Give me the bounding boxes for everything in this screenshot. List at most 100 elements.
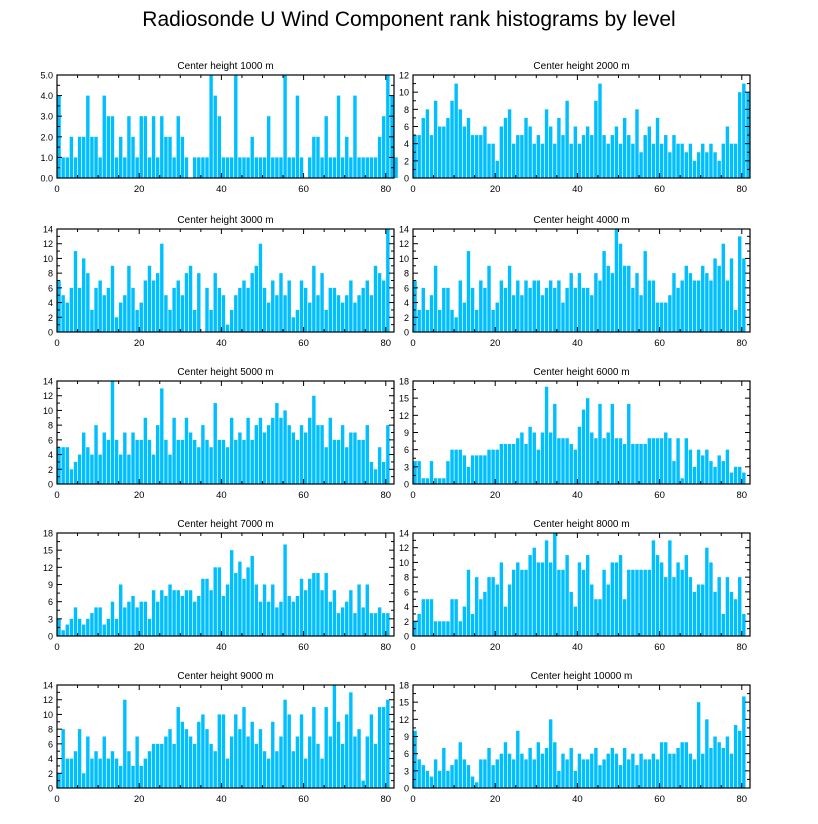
histogram-bar: [585, 126, 590, 178]
histogram-bar: [425, 478, 430, 484]
histogram-bar: [717, 577, 721, 636]
histogram-bar: [450, 309, 454, 332]
x-tick-label: 60: [654, 794, 665, 805]
histogram-bar: [197, 157, 201, 178]
x-tick-label: 20: [134, 642, 145, 653]
histogram-bar: [651, 540, 656, 636]
histogram-bar: [377, 447, 382, 484]
histogram-bar: [454, 449, 458, 484]
y-tick-label: 5.0: [40, 71, 53, 81]
histogram-bar: [123, 607, 127, 636]
histogram-bar: [242, 439, 246, 484]
histogram-bar: [676, 287, 680, 332]
histogram-bar: [172, 590, 176, 636]
histogram-bar: [483, 126, 487, 178]
histogram-bar: [303, 590, 308, 636]
histogram-bar: [164, 136, 168, 178]
histogram-bar: [643, 135, 647, 178]
histogram-bar: [417, 135, 421, 178]
histogram-bar: [336, 439, 341, 484]
histogram-panel: Center height 5000 m 0 2 4 6 8 10 12 14 0 20 40 60 80: [43, 367, 395, 501]
y-tick-label: 12: [399, 239, 409, 249]
y-tick-label: 3.0: [40, 112, 53, 122]
histogram-bar: [417, 759, 421, 788]
histogram-bar: [557, 438, 561, 484]
histogram-bar: [184, 157, 189, 178]
histogram-bar: [668, 152, 672, 178]
histogram-bar: [540, 432, 545, 484]
histogram-bar: [647, 126, 652, 178]
histogram-bar: [602, 251, 606, 332]
histogram-bar: [466, 117, 471, 178]
histogram-bar: [705, 719, 709, 788]
histogram-bar: [345, 136, 349, 178]
histogram-bar: [639, 753, 643, 788]
histogram-bar: [192, 439, 197, 484]
histogram-bar: [386, 613, 390, 636]
histogram-bar: [279, 273, 283, 332]
histogram-bar: [151, 280, 156, 332]
histogram-bar: [462, 455, 467, 484]
histogram-bar: [725, 280, 730, 332]
histogram-bar: [229, 736, 234, 788]
histogram-bar: [114, 317, 119, 332]
histogram-bar: [69, 287, 74, 332]
histogram-bar: [598, 403, 602, 484]
x-tick-label: 80: [380, 794, 391, 805]
histogram-bar: [594, 100, 598, 178]
histogram-bar: [73, 157, 78, 178]
histogram-bar: [705, 449, 709, 484]
x-tick-label: 80: [380, 490, 391, 501]
histogram-bar: [713, 736, 717, 788]
histogram-bar: [594, 438, 598, 484]
histogram-bar: [143, 116, 148, 178]
histogram-bar: [114, 758, 119, 788]
histogram-bar: [438, 478, 442, 484]
histogram-bar: [676, 438, 680, 484]
y-tick-label: 12: [399, 71, 409, 81]
y-tick-label: 15: [399, 698, 409, 708]
histogram-bar: [349, 692, 353, 788]
histogram-bar: [246, 287, 250, 332]
histogram-bar: [470, 287, 475, 332]
histogram-panel: Center height 3000 m 0 2 4 6 8 10 12 14 0 20 40 60 80: [43, 215, 395, 349]
histogram-bar: [631, 569, 635, 636]
histogram-bar: [238, 561, 242, 636]
histogram-bar: [733, 466, 738, 484]
histogram-bar: [577, 273, 582, 332]
histogram-bar: [528, 126, 532, 178]
histogram-bar: [65, 302, 69, 332]
histogram-bar: [291, 601, 296, 636]
histogram-bar: [287, 425, 291, 484]
histogram-bar: [164, 295, 168, 332]
histogram-bar: [205, 439, 209, 484]
histogram-bar: [474, 309, 479, 332]
histogram-bar: [357, 157, 361, 178]
histogram-bar: [458, 280, 462, 332]
histogram-bar: [164, 736, 168, 788]
x-tick-label: 40: [572, 794, 583, 805]
histogram-bar: [528, 287, 532, 332]
histogram-bar: [565, 100, 569, 178]
histogram-bar: [413, 461, 417, 484]
histogram-bar: [90, 309, 94, 332]
histogram-bar: [221, 595, 226, 636]
histogram-bar: [328, 736, 333, 788]
histogram-bar: [69, 136, 74, 178]
histogram-bar: [168, 729, 172, 788]
histogram-bar: [90, 136, 94, 178]
histogram-bar: [696, 449, 701, 484]
histogram-bar: [151, 590, 156, 636]
histogram-bar: [631, 287, 635, 332]
histogram-bar: [442, 126, 446, 178]
histogram-bar: [458, 109, 462, 178]
histogram-bar: [442, 478, 446, 484]
histogram-bar: [229, 550, 234, 636]
histogram-bar: [532, 759, 536, 788]
histogram-bar: [209, 447, 213, 484]
histogram-bar: [201, 425, 205, 484]
histogram-bar: [532, 280, 536, 332]
panel-title: Center height 9000 m: [177, 671, 273, 682]
histogram-bar: [701, 584, 705, 636]
histogram-bar: [520, 569, 524, 636]
